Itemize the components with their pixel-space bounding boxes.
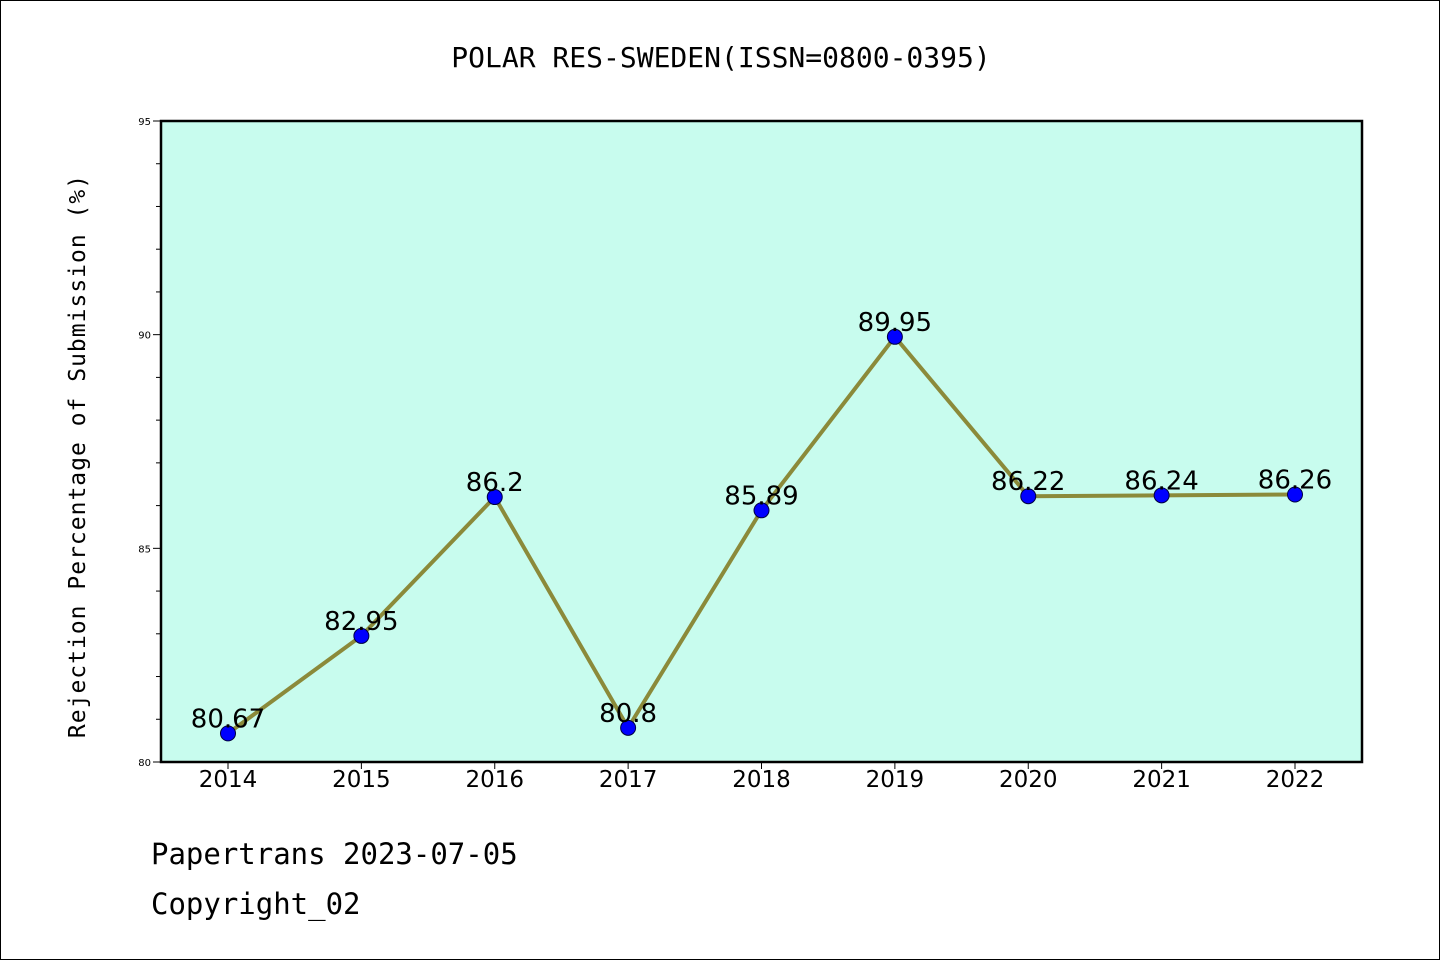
- data-point: [620, 719, 637, 736]
- y-tick-label: 85: [138, 544, 151, 555]
- y-axis-label: Rejection Percentage of Submission (%): [65, 174, 91, 738]
- x-tick-label: 2017: [599, 767, 658, 793]
- data-point: [886, 328, 903, 345]
- data-label: 86.26: [1258, 465, 1332, 495]
- x-tick-label: 2021: [1132, 767, 1191, 793]
- data-label: 86.2: [466, 468, 524, 498]
- data-point: [486, 489, 503, 506]
- data-label: 82.95: [324, 607, 398, 637]
- y-axis: 80 85 90 95: [138, 117, 161, 769]
- footer-date: Papertrans 2023-07-05: [151, 837, 518, 871]
- y-tick-label: 80: [138, 758, 151, 769]
- plot-area: [161, 121, 1362, 762]
- data-label: 86.22: [991, 467, 1065, 497]
- plot-border: [159, 119, 1364, 764]
- data-point: [1153, 487, 1170, 504]
- x-tick-label: 2014: [199, 767, 258, 793]
- x-tick-label: 2018: [732, 767, 791, 793]
- series-markers: [220, 328, 1303, 742]
- x-tick-label: 2015: [332, 767, 391, 793]
- data-label: 80.8: [599, 699, 657, 729]
- x-tick-label: 2016: [465, 767, 524, 793]
- footer-copyright: Copyright_02: [151, 887, 361, 921]
- x-tick-label: 2022: [1266, 767, 1325, 793]
- y-tick-label: 90: [138, 331, 151, 342]
- y-tick-label: 95: [138, 117, 151, 128]
- data-point: [220, 725, 236, 742]
- data-point: [753, 502, 770, 519]
- x-axis: 2014 2015 2016 2017 2018 2019 2020 2021 2022: [199, 762, 1325, 793]
- data-label: 85.89: [724, 481, 798, 511]
- data-point: [353, 627, 370, 644]
- data-label: 80.67: [191, 704, 265, 734]
- x-tick-label: 2020: [999, 767, 1058, 793]
- data-labels: 80.67 82.95 86.2 80.8 85.89 89.95 86.22 86.24 86…: [191, 308, 1332, 735]
- x-tick-label: 2019: [866, 767, 925, 793]
- data-label: 89.95: [858, 308, 932, 338]
- data-point: [1287, 486, 1303, 503]
- chart-title: POLAR RES-SWEDEN(ISSN=0800-0395): [451, 41, 990, 74]
- data-point: [1020, 488, 1037, 505]
- data-label: 86.24: [1124, 466, 1198, 496]
